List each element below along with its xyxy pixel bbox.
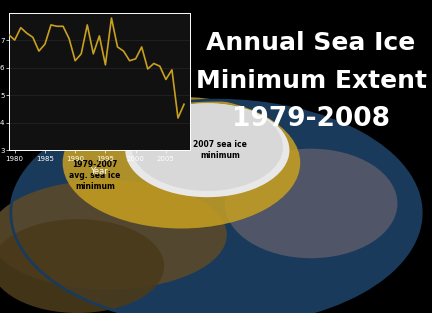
Ellipse shape: [0, 180, 227, 290]
Ellipse shape: [0, 219, 164, 313]
Text: Annual Sea Ice: Annual Sea Ice: [206, 31, 416, 55]
Text: 1979-2007
avg. sea ice
minimum: 1979-2007 avg. sea ice minimum: [70, 160, 121, 191]
Text: 1979-2008: 1979-2008: [232, 106, 390, 132]
Ellipse shape: [132, 103, 283, 191]
Ellipse shape: [225, 149, 397, 258]
Ellipse shape: [11, 100, 421, 313]
Text: Minimum Extent: Minimum Extent: [196, 69, 426, 93]
Ellipse shape: [125, 103, 289, 197]
Text: 2007 sea ice
minimum: 2007 sea ice minimum: [194, 140, 247, 160]
X-axis label: Year: Year: [90, 167, 108, 176]
Ellipse shape: [63, 97, 300, 228]
